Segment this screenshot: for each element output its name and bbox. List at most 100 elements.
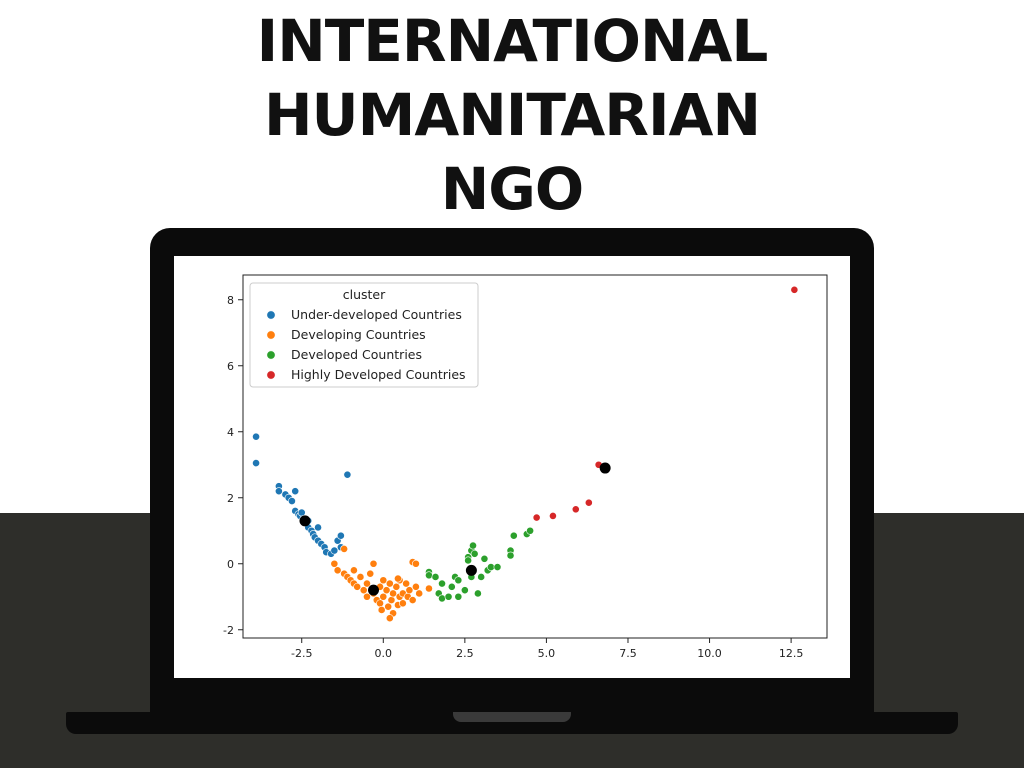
scatter-point [454,592,463,601]
x-tick-label: 0.0 [375,647,393,660]
scatter-point [359,586,368,595]
scatter-point [454,576,463,585]
headline-line-1: INTERNATIONAL [256,7,769,75]
scatter-point [412,582,420,591]
plot-frame [242,274,828,639]
x-tick-label: 5.0 [538,647,556,660]
scatter-point [477,573,486,581]
y-tick-label: 0 [227,558,234,571]
data-points [252,285,799,623]
scatter-point [343,470,352,479]
scatter-point [526,526,535,535]
scatter-point [493,563,502,571]
scatter-point [398,599,407,608]
scatter-point [385,614,394,623]
scatter-point [385,579,394,588]
legend-marker [266,310,276,320]
scatter-point [480,554,489,563]
scatter-point [509,531,518,540]
scatter-point [384,602,393,611]
scatter-point [447,582,456,591]
legend-entry-label: Developed Countries [291,347,422,362]
scatter-point [356,573,365,581]
scatter-point [394,574,402,583]
x-tick-label: 2.5 [456,647,474,660]
scatter-point [464,556,473,565]
laptop-screen: -2.5 0.0 2.5 5.0 7.5 10.0 12.5 -2 0 2 4 6 8 cluster… [174,256,850,678]
scatter-point [382,586,391,595]
scatter-point [415,589,424,598]
scatter-point [389,589,397,598]
legend-marker [266,350,276,360]
scatter-point [379,576,388,585]
scatter-point [366,569,375,578]
scatter-point [377,606,386,614]
scatter-point [330,546,339,555]
scatter-point [252,459,260,467]
scatter-point [252,432,260,441]
scatter-point [431,573,440,581]
scatter-point [402,579,411,588]
centroid-marker [465,564,477,576]
scatter-point [474,589,482,598]
legend-marker [266,330,276,340]
scatter-point [363,592,371,601]
scatter-point [387,596,396,604]
scatter-point [412,559,420,568]
scatter-point [469,541,477,550]
headline-line-3: NGO [440,155,584,223]
x-axis: -2.5 0.0 2.5 5.0 7.5 10.0 12.5 [291,638,803,660]
laptop-notch [453,712,571,722]
scatter-point [438,594,446,603]
scatter-point [408,596,417,604]
legend-box [249,282,479,388]
laptop-base [66,712,958,734]
y-tick-label: 4 [227,426,234,439]
centroid-marker [368,584,380,596]
scatter-point [444,592,453,601]
scatter-point [790,285,799,294]
scatter-point [314,523,322,532]
legend-entry-label: Highly Developed Countries [291,367,466,382]
legend-title: cluster [343,287,386,302]
y-tick-label: 2 [227,492,234,505]
scatter-point [392,582,401,591]
scatter-point [363,579,371,588]
scatter-point [425,584,433,593]
scatter-point [330,559,339,568]
scatter-point [460,586,469,595]
x-tick-label: 7.5 [619,647,637,660]
legend: cluster Under-developed Countries Develop… [249,282,479,388]
scatter-point [369,559,378,568]
scatter-point [350,566,358,575]
x-tick-label: -2.5 [291,647,312,660]
headline-line-2: HUMANITARIAN [264,81,761,149]
scatter-point [584,498,593,507]
y-tick-label: 8 [227,294,234,307]
scatter-point [405,586,414,595]
scatter-point [571,505,580,514]
scatter-point [288,497,296,505]
centroid-marker [299,515,311,527]
scatter-point [274,487,283,496]
centroid-marker [599,462,611,474]
scatter-point [470,549,479,558]
legend-marker [266,370,276,380]
scatter-point [333,566,342,575]
scatter-point [532,513,541,522]
cluster-centroids [299,462,611,596]
scatter-point [376,599,384,608]
scatter-point [291,487,300,496]
y-tick-label: 6 [227,360,234,373]
page-headline: INTERNATIONAL HUMANITARIAN NGO [0,4,1024,226]
scatter-point [340,544,349,553]
y-axis: -2 0 2 4 6 8 [223,294,243,637]
scatter-point [353,582,362,591]
scatter-point [297,508,306,517]
y-tick-label: -2 [223,624,234,637]
scatter-chart: -2.5 0.0 2.5 5.0 7.5 10.0 12.5 -2 0 2 4 6 8 cluster… [223,274,828,660]
legend-entry-label: Under-developed Countries [291,307,462,322]
x-tick-label: 12.5 [779,647,804,660]
scatter-point [487,563,495,571]
scatter-point [549,511,557,520]
